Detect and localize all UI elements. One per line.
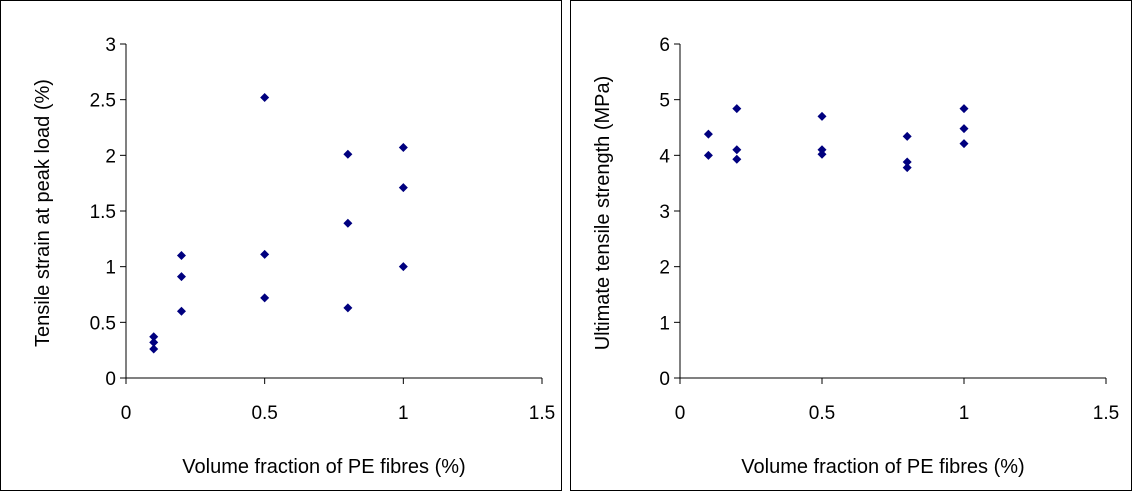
data-point xyxy=(960,139,969,148)
data-point xyxy=(149,345,158,354)
strain-scatter-chart: 0 0.5 1 1.5 2 2.5 3 0 0.5 1 1.5 Volume fraction of … xyxy=(1,1,561,490)
x-tick-label: 0 xyxy=(675,403,686,424)
right-chart-panel: 0 1 2 3 4 5 6 0 0.5 1 1.5 Volume fraction of PE fib… xyxy=(570,0,1132,491)
data-point xyxy=(960,104,969,113)
data-point xyxy=(260,293,269,302)
data-point xyxy=(343,150,352,159)
data-point xyxy=(732,145,741,154)
x-tick-label: 0 xyxy=(121,403,132,424)
y-tick-label: 3 xyxy=(659,202,670,223)
data-point xyxy=(260,93,269,102)
y-axis-title: Ultimate tensile strength (MPa) xyxy=(592,76,614,351)
y-tick-label: 1.5 xyxy=(90,202,116,223)
y-tick-label: 6 xyxy=(659,35,670,56)
data-point xyxy=(343,219,352,228)
x-tick-label: 0.5 xyxy=(251,403,277,424)
y-tick-label: 2 xyxy=(659,258,670,279)
data-point xyxy=(704,151,713,160)
y-tick-label: 2.5 xyxy=(90,91,116,112)
x-axis-title: Volume fraction of PE fibres (%) xyxy=(182,456,465,478)
y-tick-label: 4 xyxy=(659,146,670,167)
data-point xyxy=(260,250,269,259)
data-point xyxy=(177,272,186,281)
x-tick-label: 0.5 xyxy=(809,403,835,424)
x-tick-label: 1.5 xyxy=(529,403,555,424)
data-point xyxy=(399,262,408,271)
data-point xyxy=(903,163,912,172)
y-tick-label: 0.5 xyxy=(90,313,116,334)
data-point xyxy=(732,155,741,164)
data-point xyxy=(177,307,186,316)
x-axis-title: Volume fraction of PE fibres (%) xyxy=(741,456,1024,478)
y-tick-label: 1 xyxy=(659,313,670,334)
data-point xyxy=(732,104,741,113)
x-tick-label: 1 xyxy=(959,403,970,424)
left-chart-panel: 0 0.5 1 1.5 2 2.5 3 0 0.5 1 1.5 Volume fraction of … xyxy=(0,0,562,491)
data-point xyxy=(177,251,186,260)
y-tick-label: 2 xyxy=(105,146,116,167)
y-tick-label: 3 xyxy=(105,35,116,56)
x-tick-label: 1 xyxy=(398,403,409,424)
strength-scatter-chart: 0 1 2 3 4 5 6 0 0.5 1 1.5 Volume fraction of PE fib… xyxy=(571,1,1131,490)
y-tick-label: 0 xyxy=(659,369,670,390)
y-axis-title: Tensile strain at peak load (%) xyxy=(32,79,54,347)
y-tick-label: 1 xyxy=(105,258,116,279)
data-point xyxy=(960,124,969,133)
data-point xyxy=(704,130,713,139)
y-tick-label: 0 xyxy=(105,369,116,390)
data-point xyxy=(343,303,352,312)
data-point xyxy=(903,132,912,141)
data-point xyxy=(399,143,408,152)
y-tick-label: 5 xyxy=(659,91,670,112)
data-point xyxy=(399,183,408,192)
x-tick-label: 1.5 xyxy=(1093,403,1119,424)
data-point xyxy=(818,112,827,121)
